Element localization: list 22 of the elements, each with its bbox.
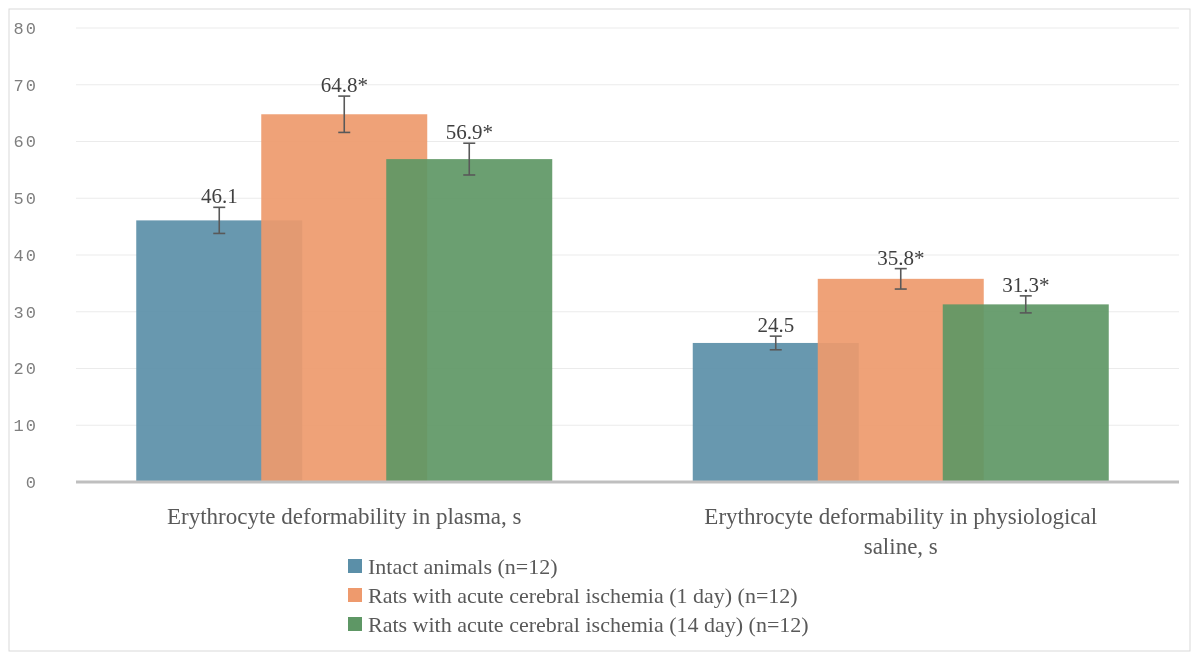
data-label: 56.9* [445,120,493,145]
y-tick-label: 40 [13,246,38,266]
data-label: 35.8* [877,245,925,270]
legend-label: Rats with acute cerebral ischemia (14 day) (n=12) [368,611,809,637]
y-tick-label: 20 [13,360,38,380]
legend-label: Rats with acute cerebral ischemia (1 day) (n=12) [368,582,798,608]
y-tick-label: 60 [13,133,38,153]
x-tick-label: Erythrocyte deformability in physiological saline, s [704,504,1098,559]
bar [942,304,1109,482]
y-tick-label: 80 [13,19,38,39]
data-label: 64.8* [320,73,368,98]
bar [386,159,553,482]
x-tick-label: Erythrocyte deformability in plasma, s [167,504,522,529]
y-tick-label: 70 [13,76,38,96]
data-label: 24.5 [757,313,795,338]
legend-label: Intact animals (n=12) [368,553,558,579]
data-label: 31.3* [1002,272,1050,297]
y-tick-label: 0 [25,473,38,493]
y-tick-label: 10 [13,417,38,437]
y-tick-label: 50 [13,190,38,210]
y-tick-label: 30 [13,303,38,323]
data-label: 46.1 [200,184,238,209]
